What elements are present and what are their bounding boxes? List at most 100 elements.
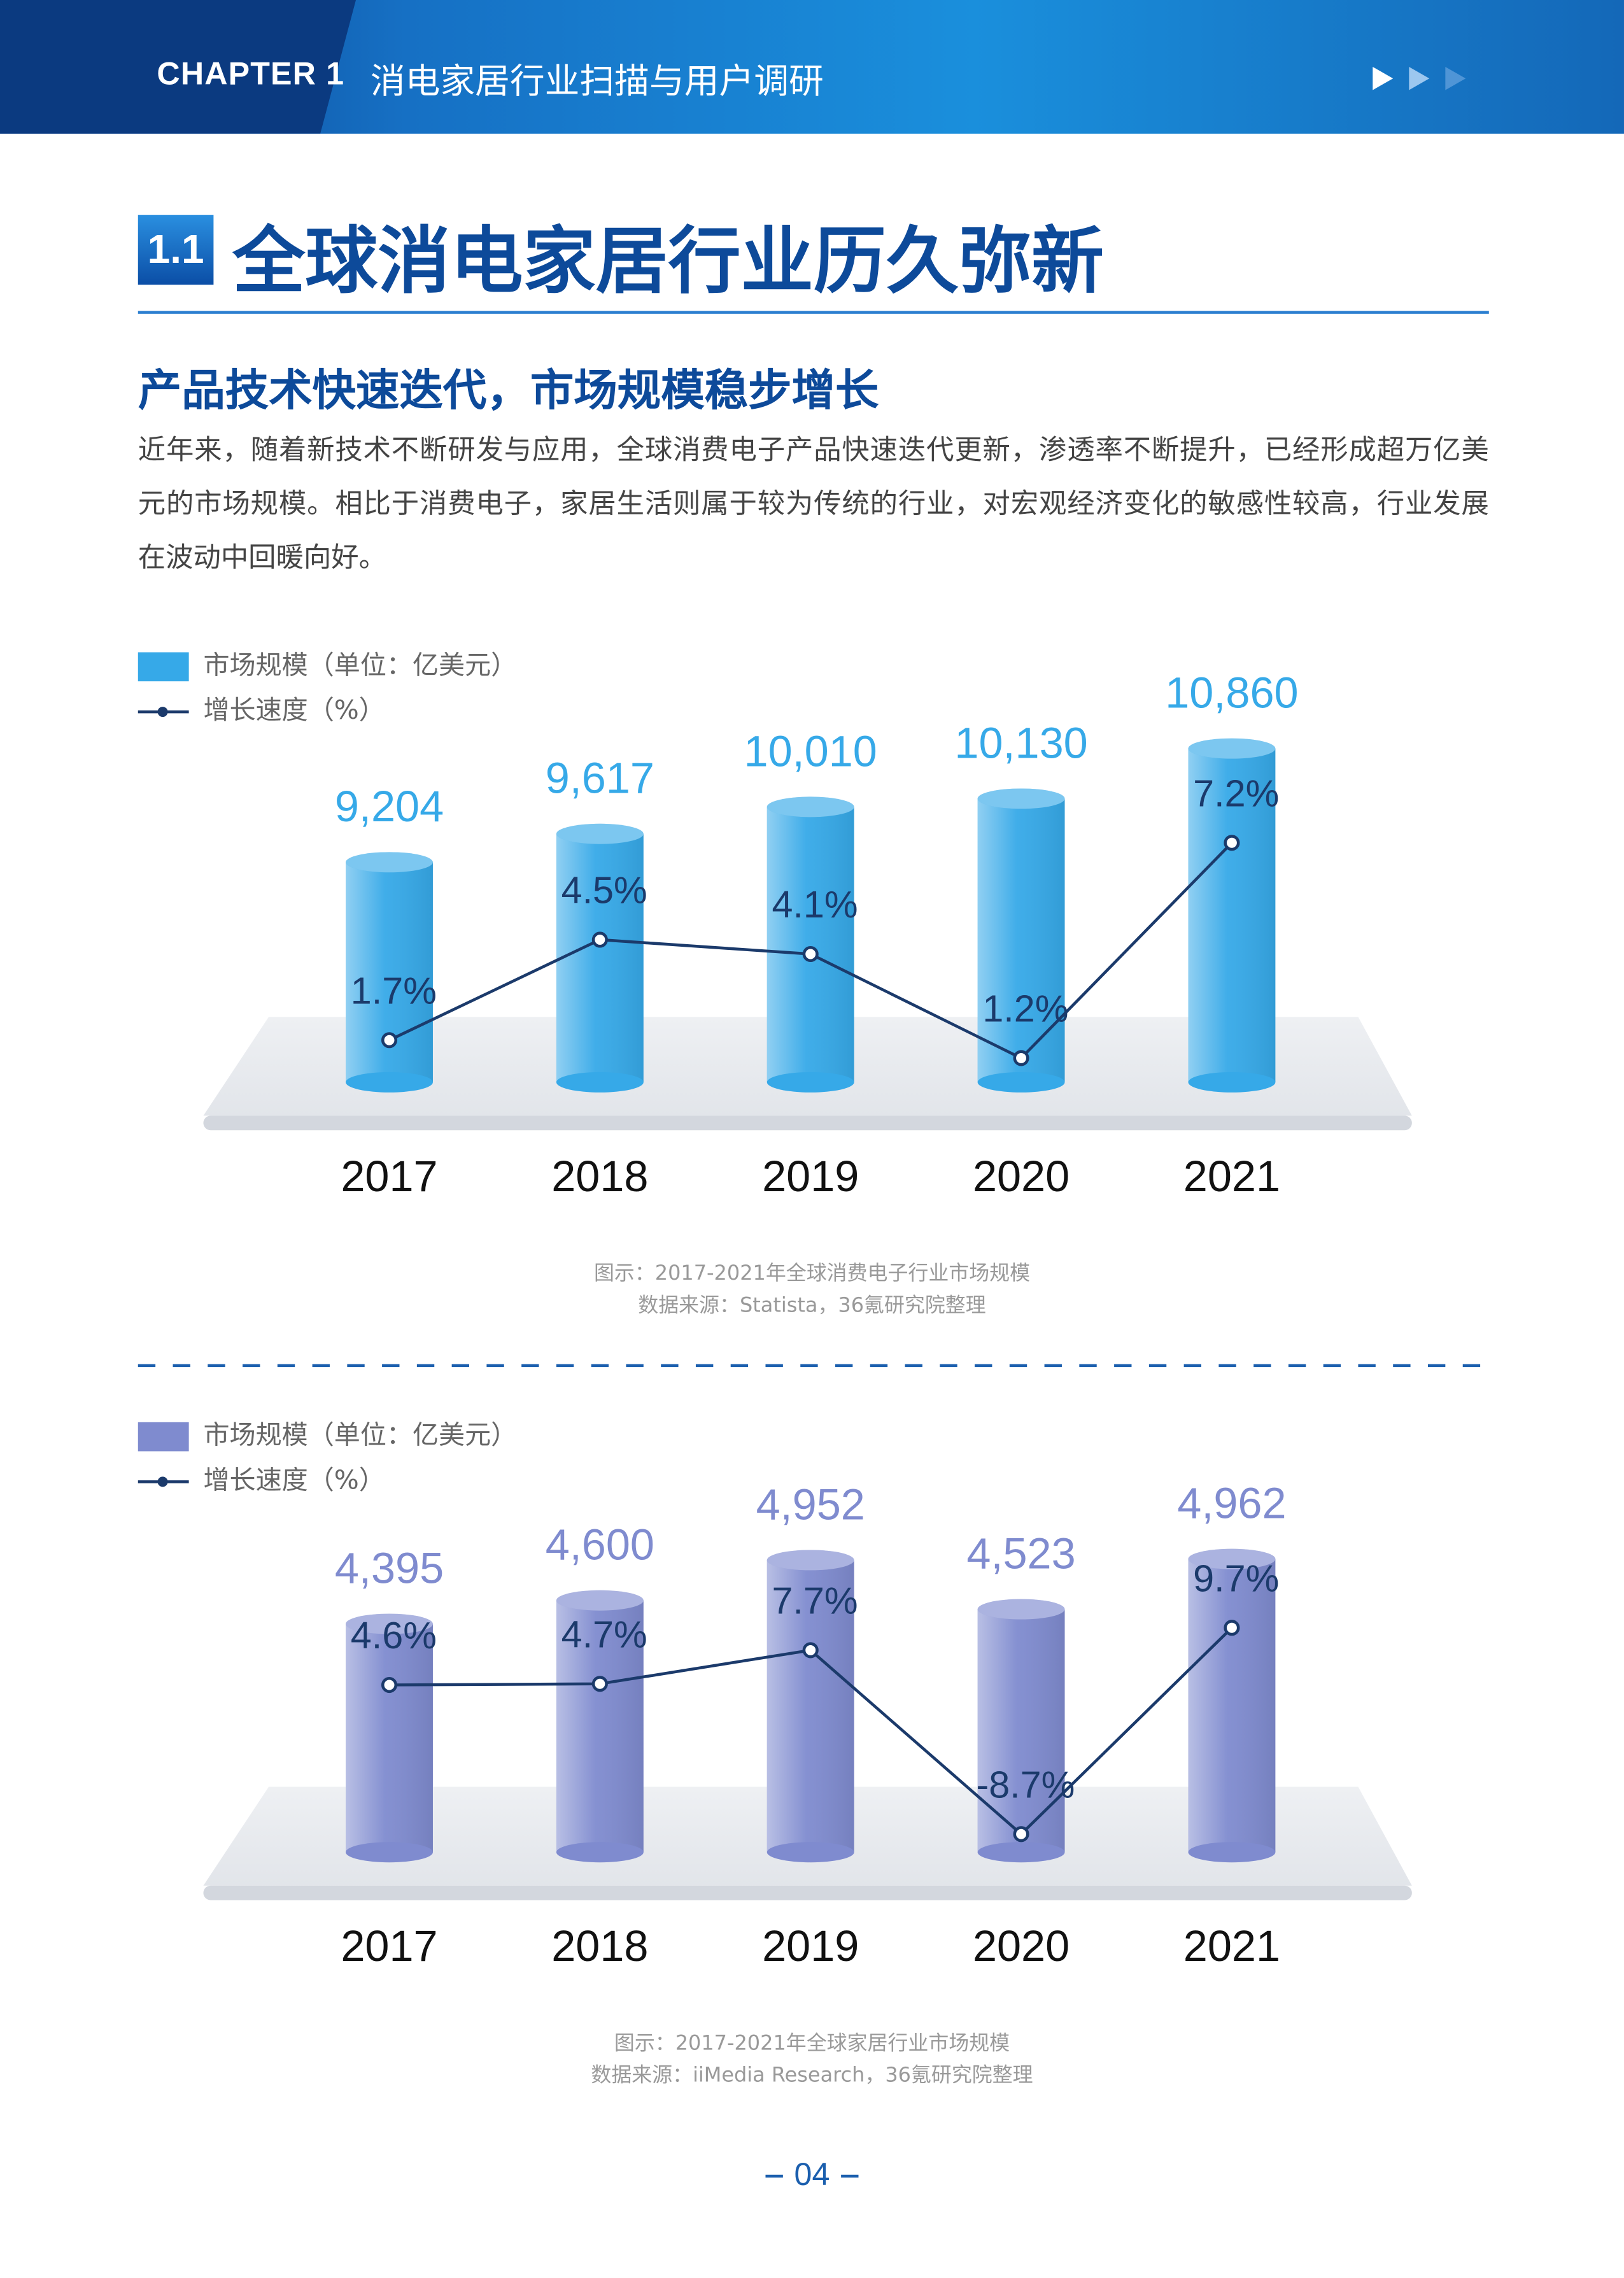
value-label: 4,600	[546, 1520, 654, 1569]
bar-top	[766, 796, 854, 817]
x-tick-label: 2019	[762, 1921, 859, 1970]
bar-bottom	[766, 1072, 854, 1093]
bar-shine	[556, 1600, 644, 1853]
bar-bottom	[977, 1072, 1065, 1093]
x-tick-label: 2017	[341, 1152, 437, 1201]
chart-caption: 图示：2017-2021年全球家居行业市场规模	[614, 2030, 1010, 2055]
bar-shine	[1188, 748, 1276, 1082]
bar-top	[346, 852, 433, 873]
legend-label: 市场规模（单位：亿美元）	[203, 1420, 517, 1450]
page-number: 04	[794, 2156, 830, 2193]
bar-top-shine	[1188, 1548, 1276, 1569]
value-label: 9,617	[546, 754, 654, 803]
legend-dot	[157, 707, 168, 718]
arrow	[1409, 66, 1430, 90]
bar-shine	[977, 1609, 1065, 1853]
x-tick-label: 2019	[762, 1152, 859, 1201]
page-number-wrap: 04	[0, 2156, 1624, 2193]
bar-top	[1188, 1548, 1276, 1569]
x-tick-label: 2017	[341, 1921, 437, 1970]
bar-shine	[977, 798, 1065, 1082]
bar-bottom	[556, 1072, 644, 1093]
x-tick-label: 2020	[973, 1921, 1070, 1970]
header-arrows	[1373, 66, 1466, 90]
platform-edge	[203, 1115, 1412, 1131]
value-label: 4,962	[1177, 1479, 1286, 1528]
arrow	[1445, 66, 1466, 90]
bar-bottom	[346, 1842, 433, 1863]
paragraph: 近年来，随着新技术不断研发与应用，全球消费电子产品快速迭代更新，渗透率不断提升，…	[138, 434, 1489, 574]
growth-label: 4.6%	[351, 1614, 437, 1657]
chapter-label: CHAPTER 1	[157, 55, 345, 92]
legend-swatch	[138, 1422, 189, 1452]
bar-top-shine	[556, 823, 644, 844]
growth-label: 1.2%	[982, 987, 1068, 1030]
bar-shine	[556, 833, 644, 1082]
growth-point	[381, 1032, 398, 1049]
dash	[841, 2175, 859, 2178]
growth-label: 4.5%	[561, 869, 647, 912]
growth-label: -8.7%	[976, 1763, 1075, 1806]
bar-bottom	[1188, 1842, 1276, 1863]
x-tick-label: 2018	[551, 1152, 648, 1201]
growth-point	[591, 1676, 608, 1692]
growth-point	[802, 1642, 819, 1659]
dash	[765, 2175, 783, 2178]
growth-point	[802, 945, 819, 963]
growth-point	[1224, 835, 1240, 851]
bar-bottom	[977, 1842, 1065, 1863]
bar-top-shine	[977, 1599, 1065, 1620]
growth-label: 7.2%	[1193, 772, 1279, 814]
growth-label: 9.7%	[1193, 1557, 1279, 1599]
x-tick-label: 2018	[551, 1921, 648, 1970]
bar-top-shine	[1188, 738, 1276, 759]
bar-top	[1188, 738, 1276, 759]
header-accent	[0, 0, 357, 134]
legend-label: 增长速度（%）	[203, 1464, 385, 1495]
bar-bottom	[346, 1072, 433, 1093]
bar-top-shine	[977, 788, 1065, 809]
x-tick-label: 2021	[1183, 1152, 1280, 1201]
bar-top-shine	[346, 852, 433, 873]
x-tick-label: 2020	[973, 1152, 1070, 1201]
growth-label: 1.7%	[351, 969, 437, 1012]
chart-caption: 图示：2017-2021年全球消费电子行业市场规模	[594, 1261, 1030, 1285]
bar-top	[556, 1590, 644, 1611]
legend-label: 市场规模（单位：亿美元）	[203, 649, 517, 680]
growth-point	[1013, 1050, 1029, 1066]
chart-source: 数据来源：iiMedia Research，36氪研究院整理	[591, 2063, 1033, 2087]
value-label: 4,395	[335, 1544, 444, 1593]
growth-label: 7.7%	[772, 1580, 858, 1622]
bar-top	[977, 1599, 1065, 1620]
growth-point	[1013, 1826, 1029, 1843]
growth-point	[1224, 1620, 1240, 1636]
bar-top-shine	[346, 1613, 433, 1634]
chart-source: 数据来源：Statista，36氪研究院整理	[638, 1292, 985, 1317]
bar-bottom	[556, 1842, 644, 1863]
growth-point	[591, 931, 608, 948]
bar-top-shine	[766, 1550, 854, 1571]
platform-edge	[203, 1885, 1412, 1900]
bar-top	[556, 823, 644, 844]
legend-swatch	[138, 652, 189, 682]
x-tick-label: 2021	[1183, 1921, 1280, 1970]
bar-shine	[766, 807, 854, 1082]
growth-label: 4.1%	[772, 883, 858, 926]
bar-shine	[766, 1560, 854, 1853]
bar-top-shine	[766, 796, 854, 817]
bar-top	[977, 788, 1065, 809]
value-label: 9,204	[335, 782, 444, 831]
value-label: 10,130	[954, 718, 1087, 767]
legend-label: 增长速度（%）	[203, 695, 385, 725]
value-label: 4,523	[966, 1529, 1075, 1578]
growth-point	[381, 1676, 398, 1694]
bar-bottom	[1188, 1072, 1276, 1093]
bar-top	[766, 1550, 854, 1571]
section-title: 全球消电家居行业历久弥新	[232, 219, 1105, 304]
bar-top	[346, 1613, 433, 1634]
section-number: 1.1	[138, 215, 214, 285]
arrow	[1373, 66, 1394, 90]
